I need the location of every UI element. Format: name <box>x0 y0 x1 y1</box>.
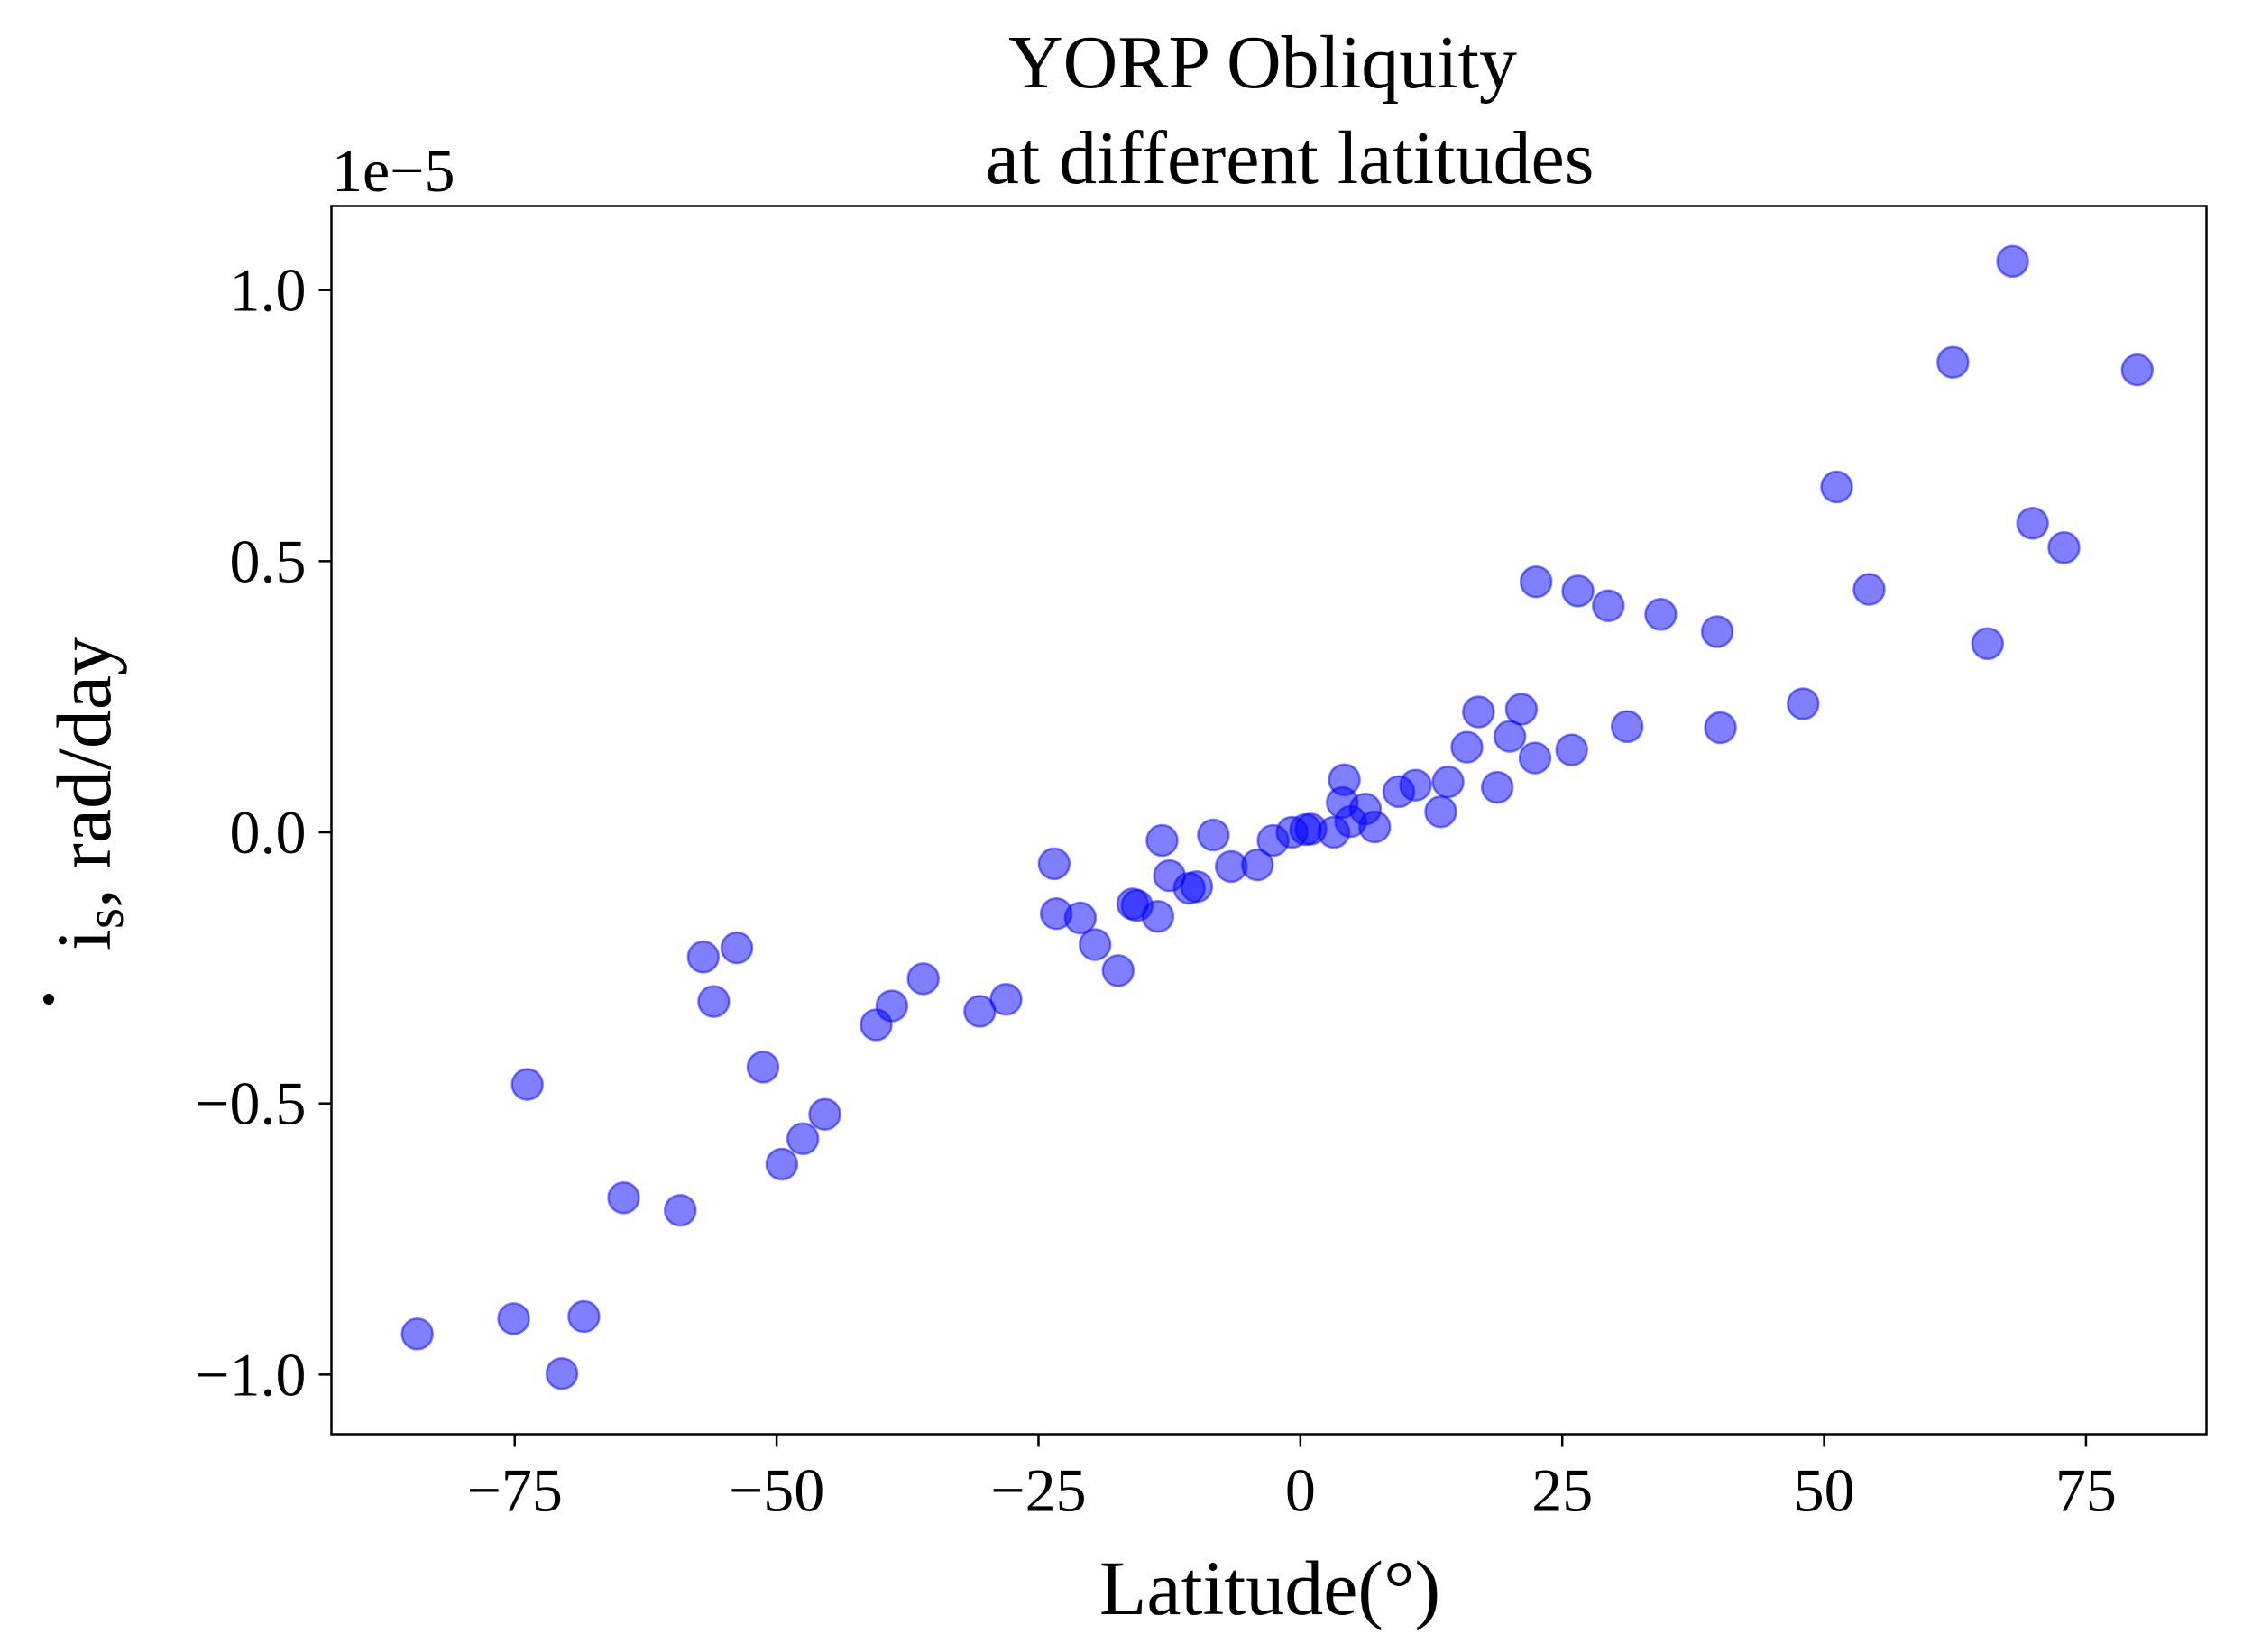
data-point <box>1704 711 1737 745</box>
data-point <box>545 1356 579 1390</box>
x-axis-ticks: −75 −50 −25 0 25 50 75 <box>467 1434 2117 1525</box>
data-point <box>1518 741 1552 775</box>
data-point <box>1462 695 1495 729</box>
data-point <box>720 931 754 965</box>
data-point <box>567 1299 601 1334</box>
data-point <box>1141 899 1175 933</box>
plot-frame <box>330 205 2208 1436</box>
x-tick-label: −75 <box>467 1456 563 1525</box>
y-axis-offset-text: 1e−5 <box>332 136 455 205</box>
y-axis-label: is, rad/day <box>41 637 134 950</box>
data-point <box>1936 345 1970 379</box>
data-point <box>1480 770 1514 804</box>
data-point <box>1037 847 1071 881</box>
data-point <box>1519 564 1553 599</box>
x-tick-label: 25 <box>1531 1456 1593 1525</box>
y-tick-label: 1.0 <box>230 256 307 325</box>
data-point <box>686 941 721 974</box>
data-point <box>1358 810 1392 844</box>
data-point <box>1610 710 1644 744</box>
data-point <box>2047 531 2081 564</box>
y-axis-label-subscript: s <box>75 908 134 929</box>
data-point <box>2120 353 2155 387</box>
data-point <box>808 1097 841 1131</box>
data-point <box>1787 687 1820 720</box>
data-point <box>697 985 731 1018</box>
data-point <box>510 1068 544 1101</box>
y-axis-label-main: i <box>41 929 127 950</box>
data-point <box>1431 765 1465 799</box>
data-point <box>875 989 909 1023</box>
data-point <box>1561 574 1595 608</box>
y-tick-label: 0.5 <box>230 527 307 595</box>
x-tick-label: −50 <box>729 1456 824 1525</box>
data-point <box>989 982 1023 1016</box>
data-point <box>1180 869 1214 904</box>
y-axis-ticks: −1.0 −0.5 0.0 0.5 1.0 <box>195 256 332 1409</box>
data-point <box>1700 615 1734 648</box>
data-point <box>2016 507 2049 540</box>
data-point <box>1078 928 1112 961</box>
y-tick-label: 0.0 <box>230 798 307 867</box>
data-point <box>1063 901 1098 935</box>
data-point <box>1145 823 1179 858</box>
data-point <box>1971 627 2005 661</box>
data-point <box>400 1317 434 1351</box>
data-point <box>1644 598 1678 631</box>
data-point <box>1504 693 1539 726</box>
y-tick-label: −0.5 <box>195 1069 306 1138</box>
data-point <box>906 962 940 996</box>
data-point <box>1996 244 2029 279</box>
data-point <box>1592 589 1625 622</box>
y-tick-label: −1.0 <box>195 1340 306 1409</box>
y-axis-label-dot <box>43 994 54 1005</box>
chart-title-line-2: at different latitudes <box>986 116 1595 200</box>
x-tick-label: 75 <box>2055 1456 2117 1525</box>
y-axis-label-rest: , rad/day <box>41 637 127 908</box>
data-point <box>497 1302 530 1335</box>
data-point <box>1197 818 1230 852</box>
x-tick-label: 50 <box>1794 1456 1855 1525</box>
data-point <box>1820 470 1853 504</box>
x-axis-label: Latitude(°) <box>1099 1545 1440 1631</box>
data-point <box>1424 794 1457 829</box>
data-point <box>1493 720 1527 753</box>
data-point <box>1240 848 1274 882</box>
data-point <box>607 1181 640 1215</box>
data-point <box>1450 730 1484 764</box>
data-point <box>1101 954 1135 987</box>
data-point <box>664 1193 697 1227</box>
data-point <box>1328 763 1361 796</box>
data-point <box>1852 573 1886 606</box>
data-point <box>765 1147 799 1181</box>
x-tick-label: 0 <box>1285 1456 1316 1525</box>
data-point <box>746 1051 780 1084</box>
data-points <box>400 244 2155 1390</box>
data-point <box>786 1122 820 1156</box>
data-point <box>1555 733 1588 766</box>
data-point <box>1399 768 1432 802</box>
x-tick-label: −25 <box>990 1456 1086 1525</box>
chart-title-line-1: YORP Obliquity <box>1008 21 1517 105</box>
